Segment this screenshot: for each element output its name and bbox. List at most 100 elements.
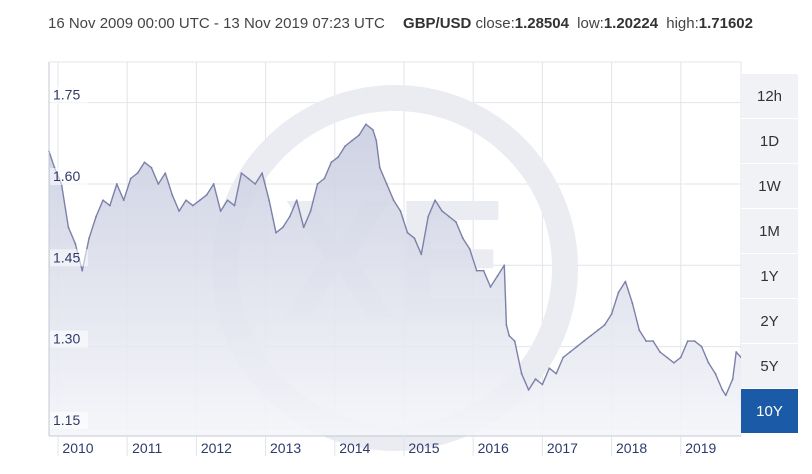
x-tick-label: 2014: [339, 440, 370, 456]
x-tick-label: 2016: [478, 440, 509, 456]
date-range-label: 16 Nov 2009 00:00 UTC - 13 Nov 2019 07:2…: [48, 15, 385, 32]
data-point: [198, 199, 201, 202]
data-point: [275, 231, 277, 234]
x-tick-label: 2019: [685, 440, 716, 456]
y-tick-label: 1.15: [53, 412, 80, 428]
data-point: [583, 340, 585, 343]
data-point: [365, 123, 367, 126]
data-point: [143, 161, 146, 164]
data-point: [247, 177, 250, 180]
data-point: [136, 172, 139, 175]
data-point: [261, 172, 264, 175]
data-point: [164, 172, 167, 175]
data-point: [461, 237, 464, 240]
data-point: [659, 351, 661, 353]
data-point: [295, 199, 298, 202]
data-point: [714, 372, 717, 375]
data-point: [434, 199, 437, 202]
y-tick-label-bg: [50, 86, 88, 104]
data-point: [309, 210, 312, 212]
data-point: [122, 199, 125, 202]
y-tick-label-bg: [50, 330, 88, 348]
currency-pair-label: GBP/USD: [403, 15, 472, 32]
data-point: [666, 356, 668, 359]
data-point: [576, 345, 578, 348]
y-tick-label: 1.30: [53, 331, 80, 347]
chart-axes: [48, 62, 741, 437]
data-point: [281, 226, 284, 229]
data-point: [631, 302, 634, 305]
data-point: [88, 237, 91, 240]
data-point: [302, 226, 305, 229]
range-button-5y[interactable]: 5Y: [741, 344, 798, 389]
data-point: [735, 351, 738, 353]
data-point: [240, 172, 243, 175]
data-point: [508, 334, 511, 337]
data-point: [505, 323, 508, 326]
data-point: [638, 329, 641, 332]
data-point: [212, 183, 215, 185]
data-point: [724, 394, 727, 397]
range-button-1d[interactable]: 1D: [741, 119, 798, 164]
x-tick-label: 2017: [547, 440, 578, 456]
data-point: [596, 329, 599, 332]
data-point: [192, 204, 194, 207]
chart-header: 16 Nov 2009 00:00 UTC - 13 Nov 2019 07:2…: [48, 15, 757, 32]
range-button-1m[interactable]: 1M: [741, 209, 798, 254]
y-tick-label-bg: [50, 167, 88, 185]
data-point: [645, 340, 648, 343]
data-point: [330, 161, 333, 164]
data-point: [178, 210, 180, 212]
data-point: [413, 237, 416, 240]
data-point: [316, 183, 319, 185]
data-point: [489, 286, 492, 288]
data-point: [441, 210, 443, 212]
data-point: [385, 183, 388, 185]
data-point: [185, 199, 187, 202]
data-point: [652, 340, 655, 343]
data-point: [679, 356, 682, 359]
data-point: [427, 215, 430, 218]
series-area-fill: [49, 124, 741, 437]
data-point: [337, 155, 340, 158]
data-point: [344, 145, 347, 147]
data-point: [268, 199, 270, 202]
data-point: [371, 128, 374, 131]
data-point: [562, 356, 565, 359]
x-tick-label: 2018: [616, 440, 647, 456]
y-tick-label: 1.75: [53, 87, 80, 103]
data-point: [254, 183, 257, 185]
range-button-2y[interactable]: 2Y: [741, 299, 798, 344]
data-point: [226, 199, 229, 202]
range-button-10y[interactable]: 10Y: [741, 389, 798, 434]
data-point: [454, 220, 457, 223]
data-point: [503, 264, 506, 267]
data-point: [171, 193, 174, 196]
data-point: [95, 215, 97, 218]
data-point: [468, 248, 471, 250]
data-point: [375, 139, 378, 142]
low-value: 1.20224: [603, 15, 659, 32]
data-point: [693, 340, 696, 343]
data-point: [686, 340, 689, 343]
y-tick-label-bg: [50, 249, 88, 267]
data-point: [482, 269, 485, 272]
data-point: [102, 199, 104, 202]
data-point: [108, 204, 111, 207]
range-button-1y[interactable]: 1Y: [741, 254, 798, 299]
data-point: [81, 269, 84, 272]
range-button-1w[interactable]: 1W: [741, 164, 798, 209]
data-point: [617, 291, 620, 294]
data-point: [548, 367, 551, 370]
data-point: [721, 389, 724, 391]
data-point: [589, 334, 592, 337]
range-button-12h[interactable]: 12h: [741, 74, 798, 119]
data-point: [541, 383, 544, 386]
data-point: [527, 389, 530, 391]
data-point: [351, 139, 353, 142]
data-point: [392, 199, 395, 202]
data-point: [219, 210, 222, 212]
time-range-selector: 12h 1D 1W 1M 1Y 2Y 5Y 10Y: [741, 74, 798, 434]
x-tick-label: 2012: [201, 440, 232, 456]
